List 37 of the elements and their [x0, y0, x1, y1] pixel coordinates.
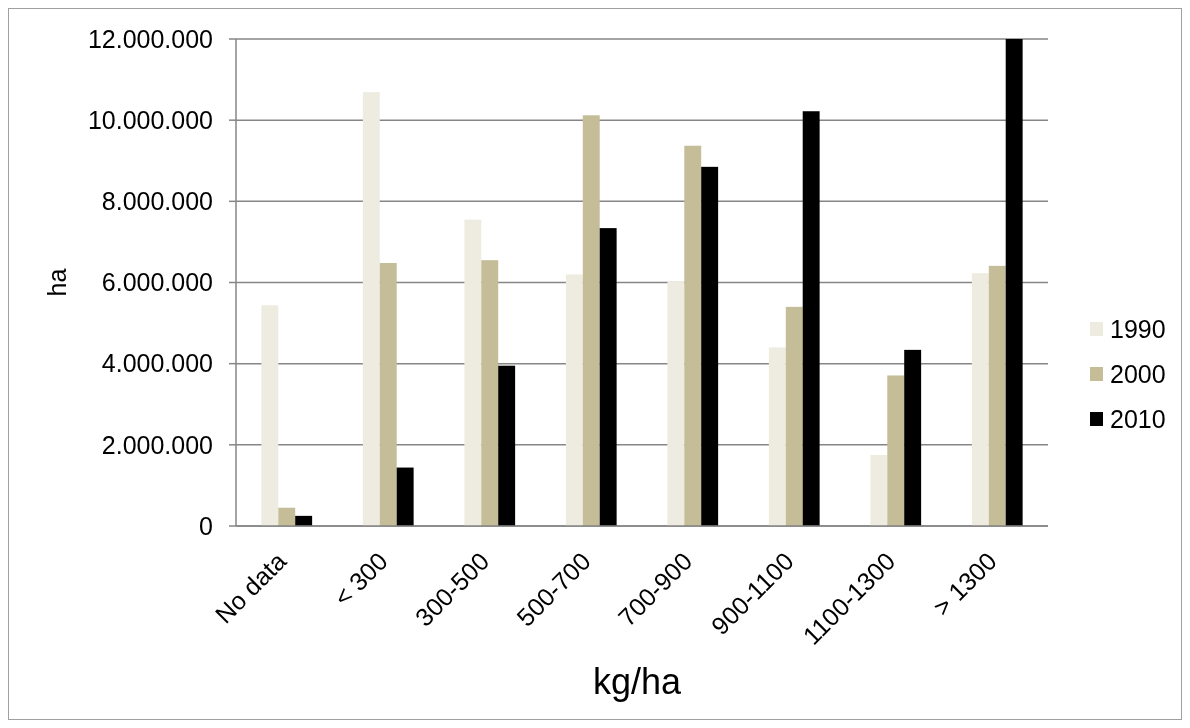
- bar: [667, 281, 685, 526]
- bar: [599, 228, 617, 526]
- x-axis-title: kg/ha: [592, 661, 683, 702]
- y-axis-title: ha: [43, 268, 71, 297]
- bar: [904, 349, 922, 526]
- bar: [785, 306, 803, 526]
- y-tick-label: 12.000.000: [87, 24, 213, 53]
- bar: [278, 507, 296, 526]
- bar: [565, 274, 583, 526]
- x-tick-label: < 300: [328, 546, 393, 612]
- bar: [464, 219, 482, 526]
- bar: [481, 260, 499, 526]
- bar: [498, 365, 516, 526]
- bar: [261, 305, 279, 526]
- bar: [971, 273, 989, 526]
- bar: [684, 145, 702, 526]
- bar: [768, 347, 786, 526]
- legend-label: 1990: [1110, 314, 1166, 343]
- bar: [701, 166, 719, 526]
- y-tick-label: 6.000.000: [101, 268, 213, 297]
- bar: [396, 467, 414, 526]
- bar: [988, 265, 1006, 526]
- legend-label: 2000: [1110, 359, 1166, 388]
- x-tick-label: No data: [209, 546, 292, 629]
- legend-label: 2010: [1110, 404, 1166, 433]
- bar: [1005, 39, 1023, 526]
- y-tick-label: 2.000.000: [101, 430, 213, 459]
- bar: [582, 115, 600, 526]
- bar: [802, 111, 820, 526]
- bar: [870, 454, 888, 526]
- y-tick-label: 10.000.000: [87, 105, 213, 134]
- y-tick-label: 4.000.000: [101, 349, 213, 378]
- y-tick-label: 8.000.000: [101, 187, 213, 216]
- bar: [887, 375, 905, 526]
- y-tick-label: 0: [199, 511, 213, 540]
- bar: [362, 92, 380, 526]
- bar: [379, 263, 397, 526]
